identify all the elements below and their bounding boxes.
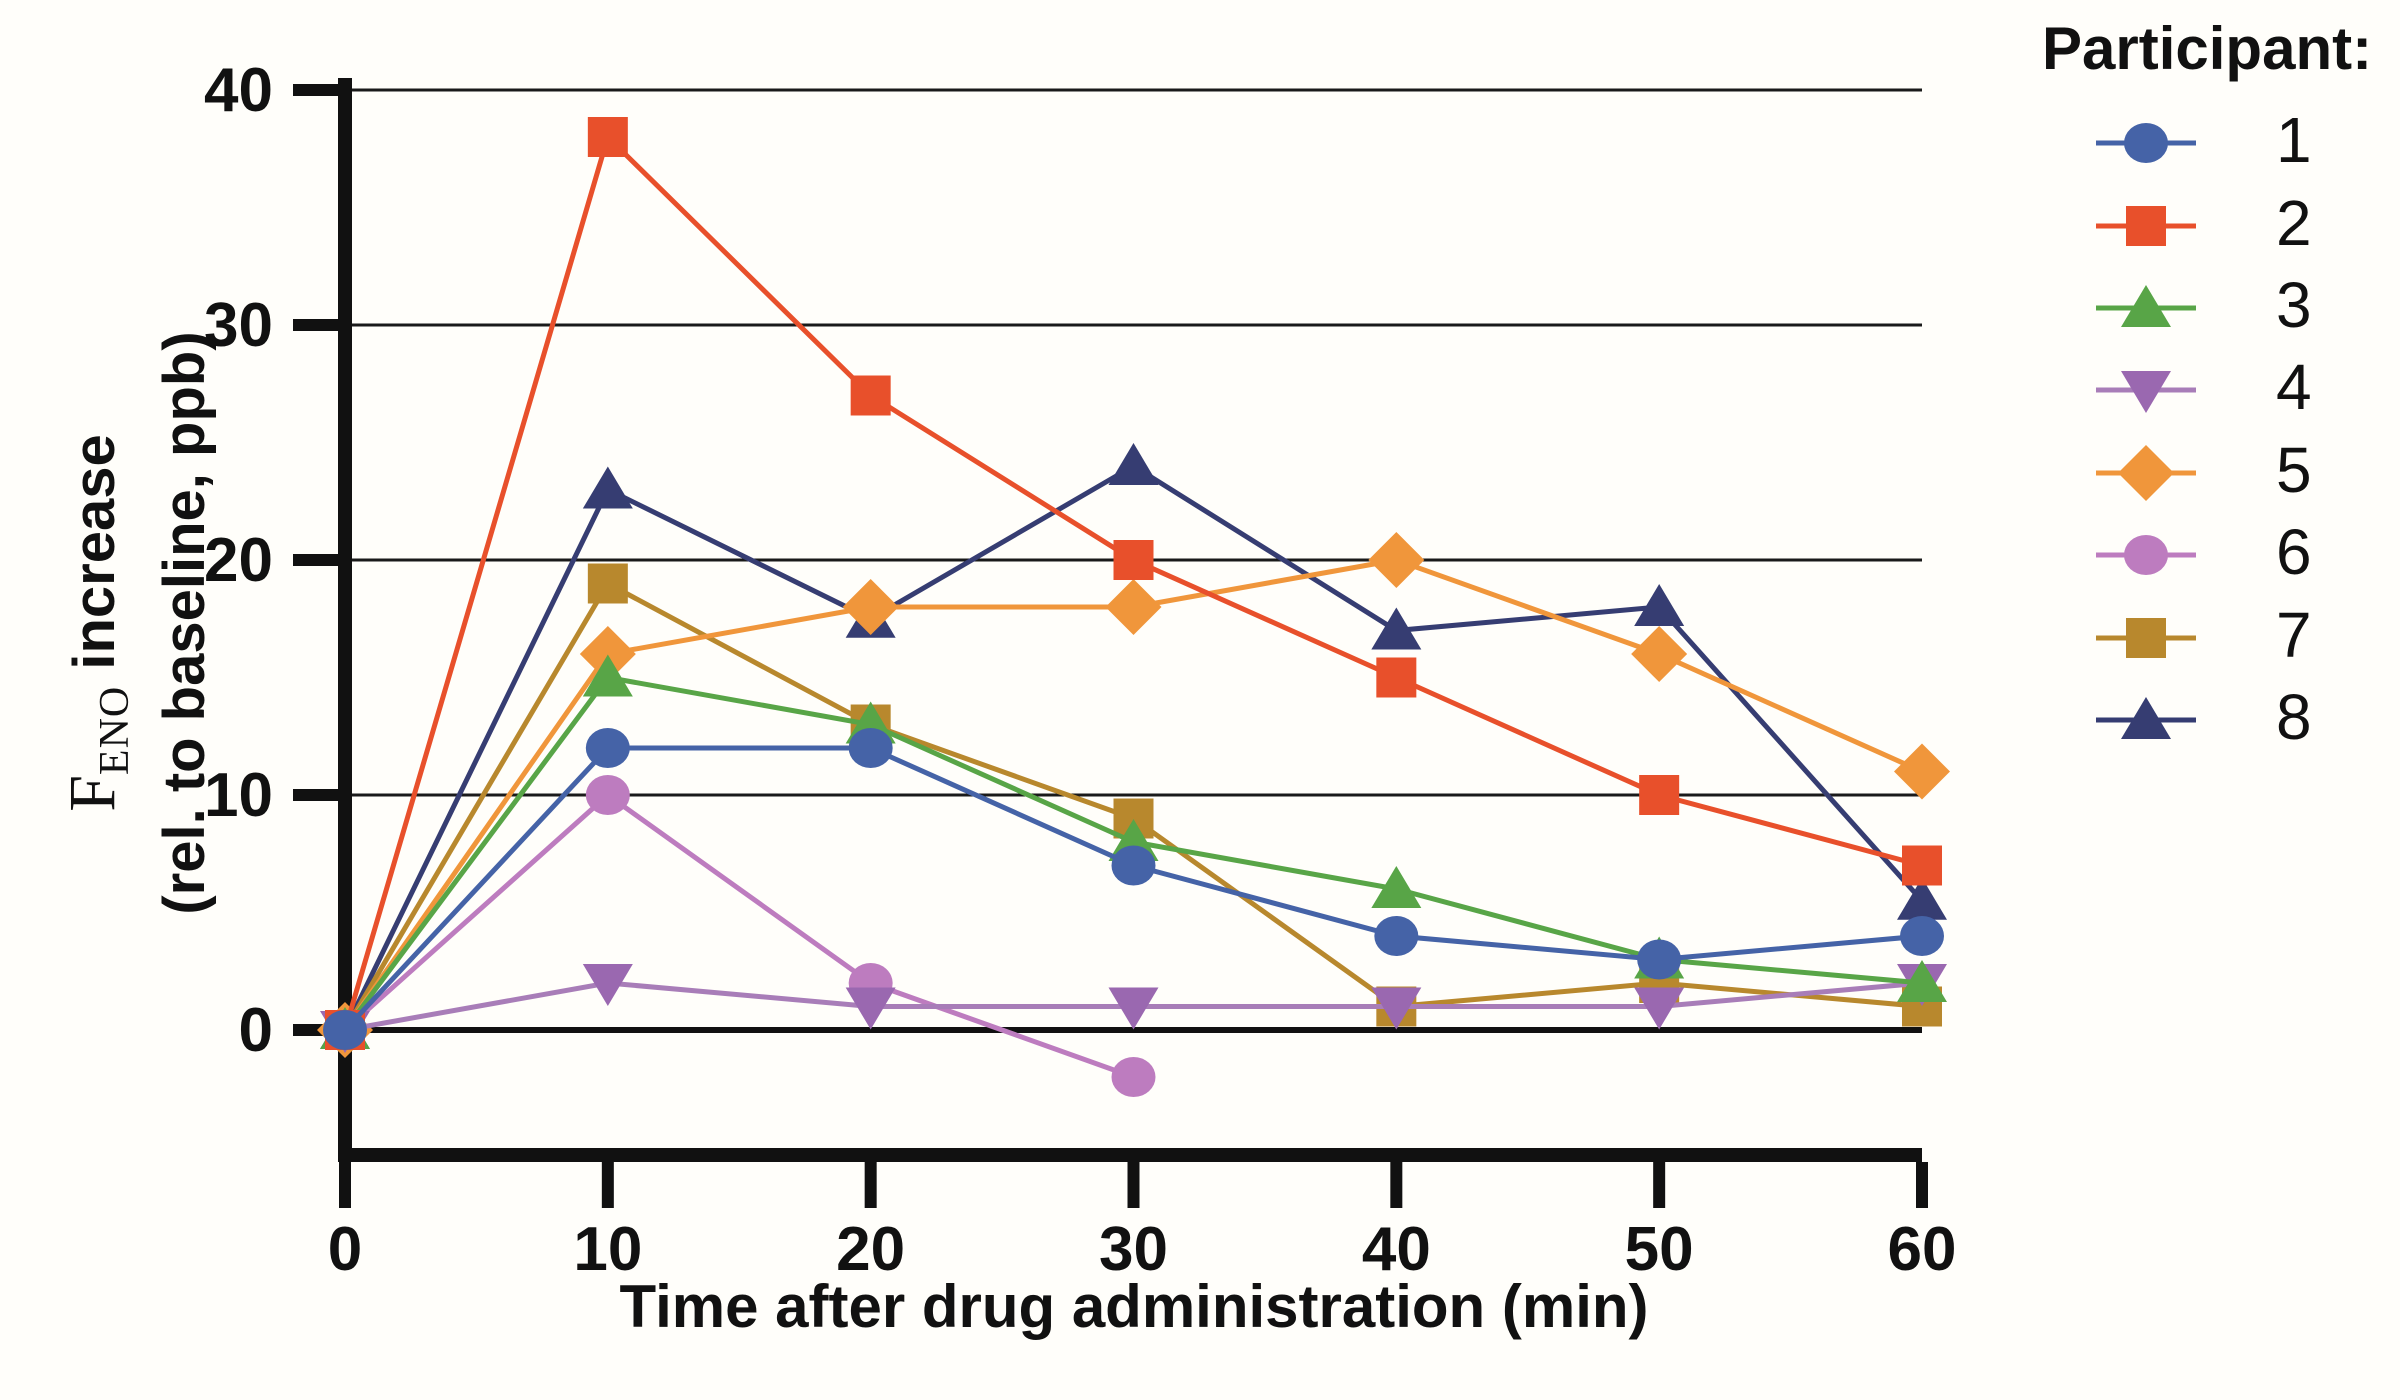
series-8-point-30 xyxy=(1108,443,1159,485)
x-tick-20 xyxy=(864,1162,877,1208)
x-tick-50 xyxy=(1653,1162,1666,1208)
y-axis-line xyxy=(338,78,352,1162)
x-tick-label-60: 60 xyxy=(1888,1215,1957,1284)
feno-symbol: F xyxy=(56,775,129,812)
series-8-point-50 xyxy=(1634,584,1685,626)
series-5-point-50 xyxy=(1631,626,1688,682)
x-axis-title: Time after drug administration (min) xyxy=(619,1273,1649,1340)
series-2-point-10 xyxy=(587,117,628,157)
y-tick-label-10: 10 xyxy=(204,761,273,830)
y-axis-title-line2: (rel. to baseline, ppb) xyxy=(152,331,217,915)
series-4-point-50 xyxy=(1634,987,1685,1030)
series-5-point-10 xyxy=(579,626,636,682)
series-2-point-50 xyxy=(1639,775,1680,815)
series-1-point-10 xyxy=(585,728,630,768)
series-2-point-20 xyxy=(850,375,891,416)
series-2-point-40 xyxy=(1376,657,1417,698)
series-8-point-40 xyxy=(1371,607,1422,650)
y-tick-20 xyxy=(293,554,345,566)
feno-subscript: ENO xyxy=(92,685,138,776)
y-tick-label-0: 0 xyxy=(239,996,273,1065)
x-axis-line xyxy=(338,1148,1922,1162)
x-tick-40 xyxy=(1390,1162,1403,1208)
series-4-point-10 xyxy=(582,964,633,1006)
x-tick-label-10: 10 xyxy=(573,1215,642,1284)
y-tick-40 xyxy=(293,84,345,96)
series-5-point-40 xyxy=(1368,532,1425,588)
series-2-point-60 xyxy=(1902,845,1942,886)
series-7-point-10 xyxy=(587,563,628,604)
series-6-point-30 xyxy=(1111,1057,1156,1097)
y-tick-label-20: 20 xyxy=(204,526,273,595)
series-5-point-30 xyxy=(1105,579,1162,635)
series-4-point-20 xyxy=(845,987,896,1030)
y-tick-30 xyxy=(293,319,345,331)
series-participant-1 xyxy=(323,728,1944,1050)
x-tick-60 xyxy=(1916,1162,1928,1208)
y-tick-label-40: 40 xyxy=(204,56,273,125)
series-1-point-60 xyxy=(1900,916,1944,956)
series-8-point-10 xyxy=(582,466,633,509)
x-tick-label-40: 40 xyxy=(1362,1215,1431,1284)
series-8-point-60 xyxy=(1897,877,1947,920)
x-tick-label-20: 20 xyxy=(836,1215,905,1284)
x-tick-30 xyxy=(1127,1162,1140,1208)
x-tick-label-0: 0 xyxy=(328,1215,362,1284)
series-1-point-0 xyxy=(323,1010,367,1050)
series-line-6 xyxy=(343,791,1135,1080)
y-axis-title-rest: increase xyxy=(62,434,127,686)
series-4-point-30 xyxy=(1108,987,1159,1030)
x-tick-label-50: 50 xyxy=(1625,1215,1694,1284)
series-3-point-60 xyxy=(1897,960,1947,1002)
series-3-point-40 xyxy=(1371,866,1422,908)
y-axis-title: FENO increase (rel. to baseline, ppb) xyxy=(56,48,217,1198)
series-4-point-40 xyxy=(1371,987,1422,1030)
y-tick-label-30: 30 xyxy=(204,291,273,360)
x-tick-label-30: 30 xyxy=(1099,1215,1168,1284)
series-1-point-40 xyxy=(1374,916,1419,956)
series-5-point-20 xyxy=(842,579,899,635)
series-participant-4 xyxy=(320,964,1947,1053)
series-1-point-30 xyxy=(1111,845,1156,886)
series-6-point-10 xyxy=(585,775,630,815)
series-1-point-20 xyxy=(848,728,893,768)
y-axis-title-line1: FENO increase xyxy=(56,48,150,1198)
series-participant-8 xyxy=(320,443,1947,1049)
x-tick-0 xyxy=(339,1162,351,1208)
series-2-point-30 xyxy=(1113,540,1154,580)
x-tick-10 xyxy=(601,1162,614,1208)
y-tick-10 xyxy=(293,789,345,801)
series-1-point-50 xyxy=(1637,939,1682,980)
series-5-point-60 xyxy=(1894,743,1950,800)
series-3-point-10 xyxy=(582,654,633,697)
